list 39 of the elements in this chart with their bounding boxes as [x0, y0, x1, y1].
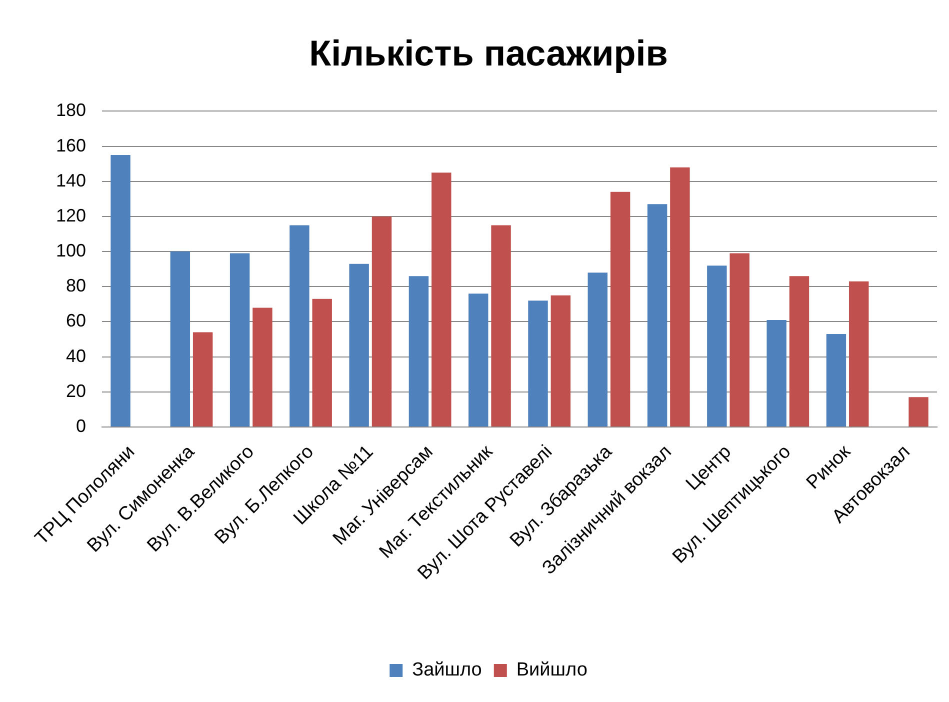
bar — [110, 155, 130, 426]
y-tick-label: 0 — [76, 416, 86, 436]
bar — [849, 281, 869, 426]
bar — [730, 253, 750, 426]
bar — [588, 272, 608, 426]
bar — [610, 192, 630, 426]
bar — [170, 252, 190, 426]
bar — [789, 276, 810, 426]
bar — [908, 397, 928, 426]
bar — [252, 308, 272, 426]
y-tick-label: 140 — [56, 170, 86, 190]
bar — [468, 294, 488, 426]
bar — [349, 264, 369, 426]
y-tick-label: 40 — [66, 346, 86, 366]
bar — [670, 167, 690, 426]
y-tick-label: 180 — [56, 100, 86, 120]
bar — [312, 298, 332, 426]
y-tick-label: 60 — [66, 310, 86, 331]
legend-label: Вийшло — [516, 660, 588, 681]
y-tick-label: 80 — [66, 276, 86, 296]
y-tick-label: 100 — [56, 240, 86, 261]
bar — [550, 295, 571, 426]
bar — [408, 276, 429, 426]
y-tick-label: 160 — [56, 135, 86, 156]
bar — [491, 225, 511, 426]
bar — [230, 253, 250, 426]
bar — [432, 172, 452, 426]
bar — [766, 320, 786, 426]
y-tick-label: 20 — [66, 380, 86, 401]
bar — [192, 332, 213, 426]
bar — [528, 300, 548, 426]
chart-title: Кількість пасажирів — [309, 32, 668, 74]
bar — [647, 204, 668, 426]
bar — [372, 216, 392, 426]
bar — [290, 225, 310, 426]
legend-label: Зайшло — [412, 660, 482, 681]
y-tick-label: 120 — [56, 205, 86, 226]
bar — [707, 266, 727, 426]
bar — [826, 334, 846, 426]
